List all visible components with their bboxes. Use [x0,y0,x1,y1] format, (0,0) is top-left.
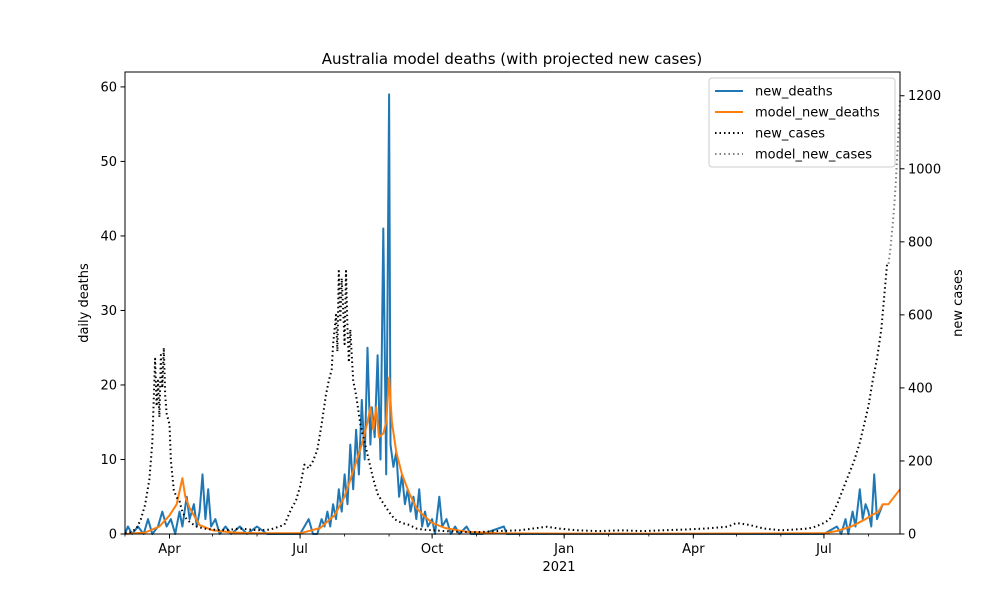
y-axis-left: 0 10 20 30 40 50 60 [100,80,125,543]
y-left-tick-label: 30 [100,304,117,319]
y-left-tick-label: 60 [100,80,117,95]
y-right-tick-label: 600 [908,308,933,323]
y-right-tick-label: 1200 [908,89,941,104]
x-tick-label: Oct [421,542,443,557]
plot-area [124,71,901,535]
y-left-tick-label: 20 [100,378,117,393]
y-axis-left-label: daily deaths [77,263,92,343]
y-left-tick-label: 10 [100,453,117,468]
y-left-tick-label: 50 [100,155,117,170]
legend-label-model-new-deaths: model_new_deaths [755,106,880,121]
legend-label-new-deaths: new_deaths [755,85,833,100]
chart-title: Australia model deaths (with projected n… [322,50,702,68]
series-model-new-deaths [124,376,901,535]
x-tick-label: Apr [682,542,705,557]
y-axis-right-label: new cases [951,269,966,337]
legend-box [708,77,896,168]
plot-frame [124,71,901,535]
series-model-new-cases [887,99,901,264]
y-axis-right: 0 200 400 600 800 1000 1200 [900,89,941,543]
y-right-tick-label: 1000 [908,162,941,177]
y-left-tick-label: 40 [100,229,117,244]
legend-items: new_deaths model_new_deaths new_casesmodel… [715,85,880,163]
y-right-tick-label: 200 [908,454,933,469]
series-new-cases [124,262,889,535]
y-right-tick-label: 0 [908,528,916,543]
y-right-tick-label: 400 [908,381,933,396]
x-axis: Apr Jul Oct Jan Apr Jul [124,534,869,557]
x-tick-label: Jul [815,542,832,557]
x-tick-label: Apr [158,542,181,557]
legend: new_deaths model_new_deaths new_casesmodel… [708,77,896,168]
y-right-tick-label: 800 [908,235,933,250]
x-year-label: 2021 [542,560,575,575]
legend-label-new-cases: new_cases [755,127,825,142]
legend-label-model-new-cases: model_new_cases [755,148,872,163]
y-left-tick-label: 0 [109,528,117,543]
x-tick-label: Jan [553,542,574,557]
x-tick-label: Jul [291,542,308,557]
